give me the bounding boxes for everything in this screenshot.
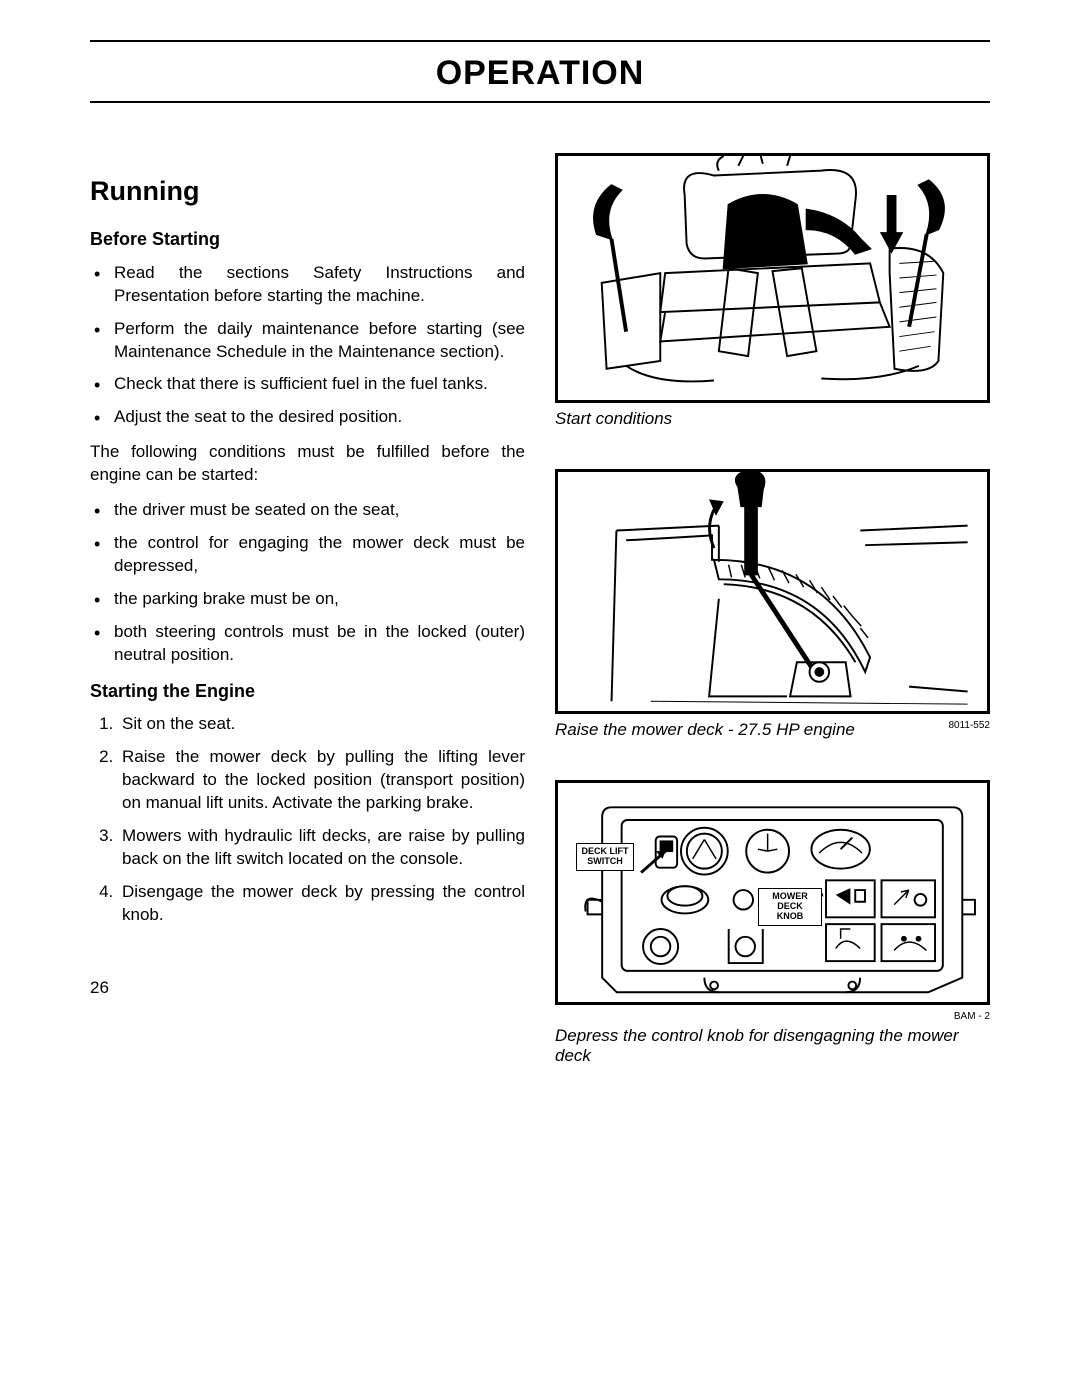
list-item: the parking brake must be on, <box>114 588 525 611</box>
list-item: Perform the daily maintenance before sta… <box>114 318 525 364</box>
figure1-caption: Start conditions <box>555 409 990 429</box>
left-column: Running Before Starting Read the section… <box>90 153 525 1106</box>
conditions-list: the driver must be seated on the seat, t… <box>90 499 525 667</box>
list-item: the driver must be seated on the seat, <box>114 499 525 522</box>
caption-text: Raise the mower deck - 27.5 HP engine <box>555 720 855 740</box>
list-item: Check that there is sufficient fuel in t… <box>114 373 525 396</box>
page-number: 26 <box>90 977 525 1000</box>
figure2-caption: Raise the mower deck - 27.5 HP engine 80… <box>555 720 990 740</box>
figure-control-panel: DECK LIFT SWITCH MOWER DECK KNOB <box>555 780 990 1005</box>
two-column-layout: Running Before Starting Read the section… <box>90 153 990 1106</box>
figure-raise-mower-deck <box>555 469 990 714</box>
list-item: Disengage the mower deck by pressing the… <box>118 881 525 927</box>
list-item: both steering controls must be in the lo… <box>114 621 525 667</box>
list-item: Adjust the seat to the desired position. <box>114 406 525 429</box>
conditions-paragraph: The following conditions must be fulfill… <box>90 441 525 487</box>
list-item: Read the sections Safety Instructions an… <box>114 262 525 308</box>
figure-code: 8011-552 <box>948 720 990 731</box>
caption-text: Depress the control knob for disengagnin… <box>555 1026 990 1066</box>
subhead-before-starting: Before Starting <box>90 227 525 251</box>
right-column: Start conditions <box>555 153 990 1106</box>
list-item: Mowers with hydraulic lift decks, are ra… <box>118 825 525 871</box>
list-item: Raise the mower deck by pulling the lift… <box>118 746 525 815</box>
starting-engine-steps: Sit on the seat. Raise the mower deck by… <box>90 713 525 927</box>
top-rule <box>90 40 990 42</box>
list-item: Sit on the seat. <box>118 713 525 736</box>
page-title: OPERATION <box>90 54 990 93</box>
label-deck-lift-switch: DECK LIFT SWITCH <box>576 843 634 871</box>
raise-deck-illustration <box>558 472 987 711</box>
section-title-running: Running <box>90 173 525 209</box>
label-mower-deck-knob: MOWER DECK KNOB <box>758 888 822 926</box>
figure-code: BAM - 2 <box>954 1011 990 1022</box>
start-conditions-illustration <box>558 156 987 400</box>
before-starting-list: Read the sections Safety Instructions an… <box>90 262 525 430</box>
figure3-code-row: BAM - 2 <box>555 1011 990 1022</box>
title-rule <box>90 101 990 103</box>
list-item: the control for engaging the mower deck … <box>114 532 525 578</box>
figure3-caption: Depress the control knob for disengagnin… <box>555 1026 990 1066</box>
subhead-starting-engine: Starting the Engine <box>90 679 525 703</box>
figure-start-conditions <box>555 153 990 403</box>
caption-text: Start conditions <box>555 409 672 429</box>
